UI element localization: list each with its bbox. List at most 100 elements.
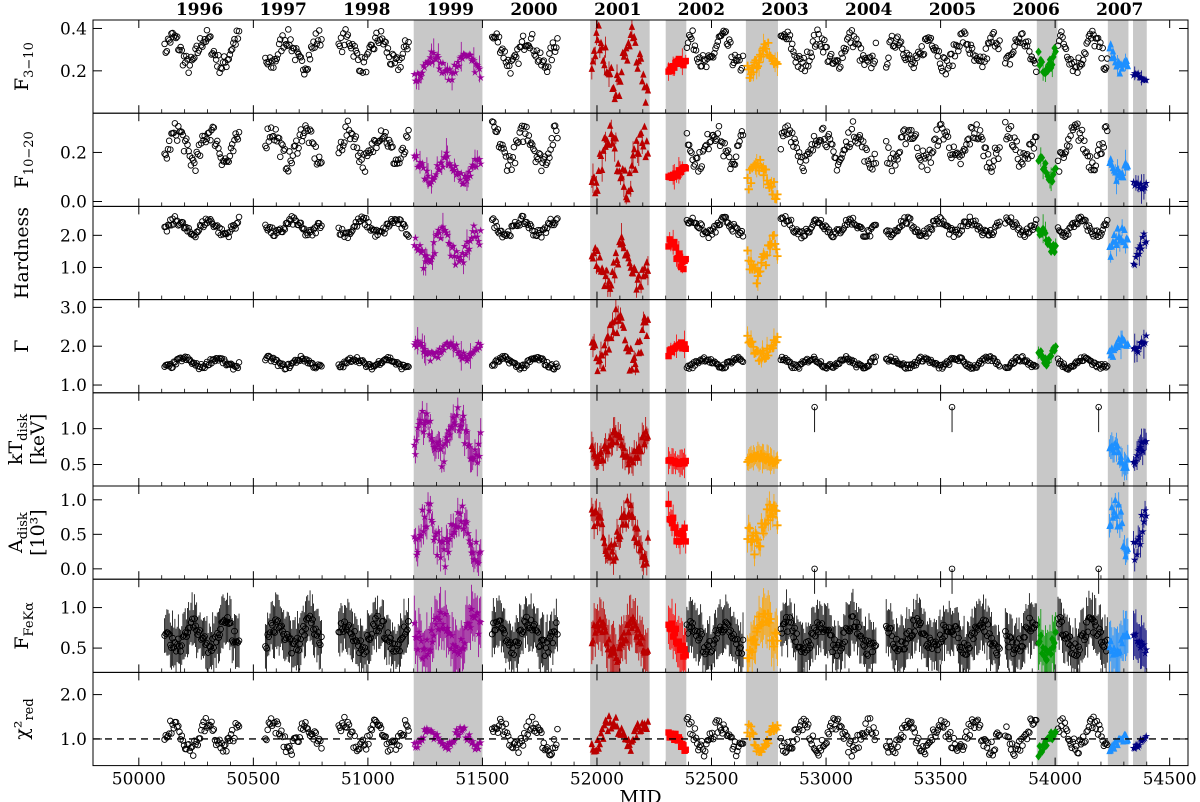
marker-star [414,245,423,253]
marker-circle [499,141,506,149]
marker-circle [492,218,499,225]
marker-circle [988,168,995,175]
marker-circle [939,67,946,75]
marker-circle [955,634,962,642]
marker-circle [264,726,271,734]
marker-circle [313,632,321,639]
marker-star [458,54,467,63]
marker-circle [1095,141,1103,148]
marker-circle [526,220,534,228]
marker-star [430,249,439,257]
marker-star [474,744,483,753]
marker-star [426,258,435,266]
marker-star [425,59,434,67]
marker-circle [953,625,961,633]
marker-circle [1081,49,1088,56]
marker-circle [522,130,529,137]
marker-circle [506,62,513,70]
marker-triangle [604,446,612,455]
marker-circle [1086,153,1094,160]
marker-circle [502,59,510,66]
marker-circle [223,618,230,625]
marker-circle [830,148,837,155]
marker-circle [1079,56,1087,64]
marker-triangle [602,271,609,280]
marker-circle [1074,120,1081,127]
marker-circle [304,65,312,73]
marker-circle [1071,746,1079,753]
marker-triangle [621,166,629,174]
marker-circle [554,35,561,42]
marker-triangle [624,452,631,460]
marker-circle [823,626,830,634]
marker-circle [921,750,929,758]
marker-circle [715,626,723,634]
marker-star [438,738,447,747]
marker-circle [294,150,301,157]
marker-circle [849,743,857,751]
marker-circle [989,751,996,759]
marker-circle [721,139,728,147]
marker-circle [911,132,919,140]
marker-circle [831,636,838,643]
marker-circle [488,33,496,41]
marker-circle [523,218,530,226]
marker-star [462,518,471,527]
marker-circle [854,139,861,147]
marker-circle [696,149,703,156]
marker-circle [185,624,192,632]
marker-circle [285,220,292,228]
marker-circle [718,726,725,734]
marker-star [445,159,454,167]
marker-circle [916,50,923,58]
marker-star [440,741,449,750]
marker-circle [183,135,190,142]
marker-star [433,230,442,238]
marker-circle [708,647,716,655]
marker-circle [226,361,234,368]
marker-circle [384,45,392,52]
marker-star [411,233,420,242]
marker-circle [1032,363,1040,370]
marker-circle [510,143,518,151]
marker-circle [845,129,852,136]
marker-circle [974,135,982,143]
marker-circle [1085,723,1093,731]
marker-star [425,349,434,358]
marker-circle [502,153,510,160]
marker-circle [1010,750,1017,758]
marker-star [418,654,427,663]
marker-triangle [598,165,606,174]
marker-circle [348,129,355,137]
marker-circle [273,55,281,62]
marker-circle [1084,38,1092,45]
marker-circle [942,70,949,78]
marker-star [460,171,469,180]
marker-star [426,645,435,654]
marker-circle [803,723,811,731]
marker-circle [529,141,536,148]
marker-circle [827,631,835,639]
marker-circle [162,49,169,56]
marker-star [417,636,426,645]
marker-triangle [641,122,648,130]
marker-circle [263,645,270,652]
marker-circle [995,45,1002,53]
marker-circle [357,637,364,644]
marker-circle [550,44,558,51]
marker-circle [1103,216,1111,224]
marker-circle [200,718,207,725]
marker-star [425,506,434,515]
marker-circle [191,615,198,622]
marker-triangle [608,129,615,137]
marker-star [435,437,444,446]
marker-circle [191,54,198,62]
marker-star [454,650,463,658]
marker-star [468,160,477,169]
marker-star [412,550,421,559]
marker-circle [785,619,793,626]
marker-circle [784,28,791,36]
marker-star [416,416,425,424]
marker-circle [1095,625,1103,633]
marker-triangle [620,244,628,252]
